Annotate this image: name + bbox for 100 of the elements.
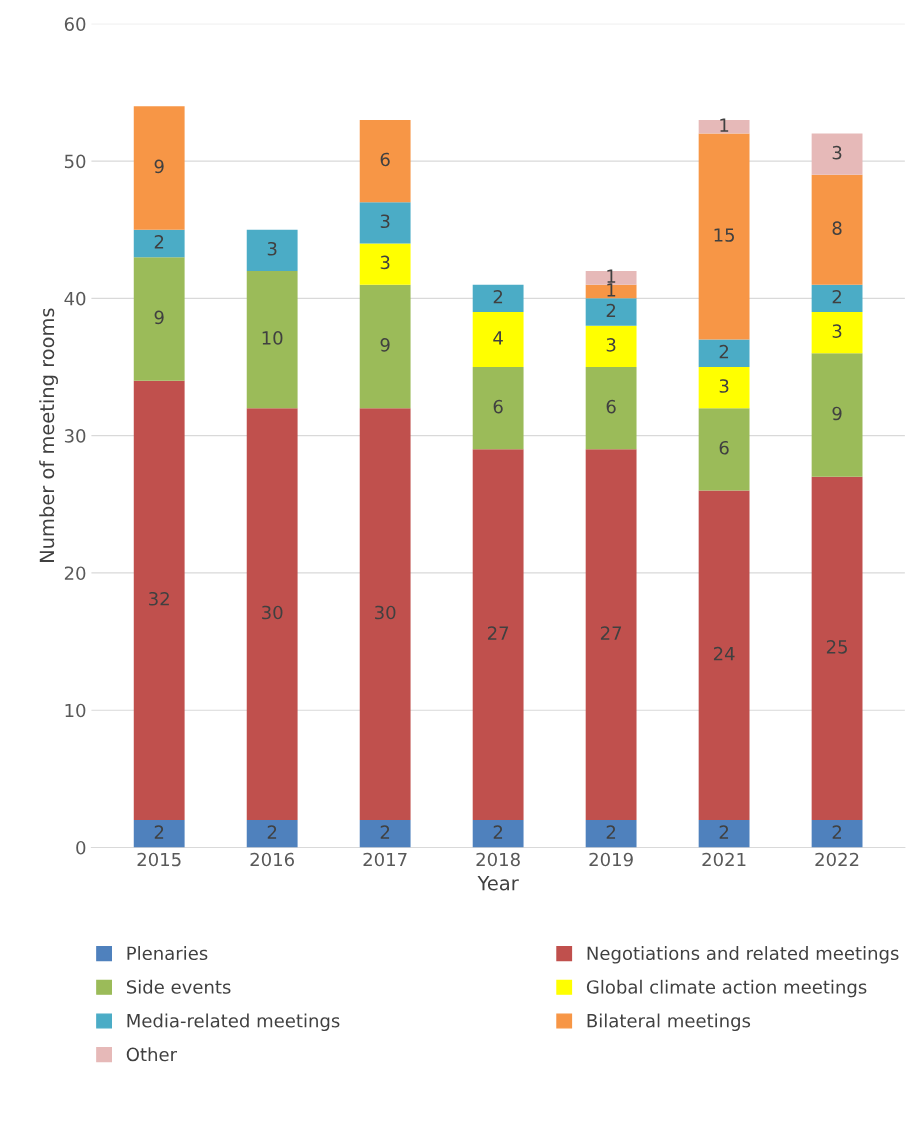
data-label: 24 xyxy=(713,646,735,661)
y-tick-label: 50 xyxy=(64,154,86,169)
bar xyxy=(585,449,637,821)
y-tick-label: 10 xyxy=(65,703,86,718)
bar xyxy=(585,325,637,367)
data-label: 3 xyxy=(719,379,729,393)
bar xyxy=(472,367,524,450)
bar xyxy=(811,820,863,848)
bar xyxy=(698,133,750,340)
x-tick-label: 2017 xyxy=(363,852,407,867)
data-label: 2 xyxy=(719,825,729,839)
bar xyxy=(359,243,411,285)
legend-label: Other xyxy=(126,1047,178,1062)
data-label: 8 xyxy=(832,221,842,235)
bar xyxy=(811,353,863,477)
data-label: 1 xyxy=(607,283,616,297)
data-label: 3 xyxy=(267,241,277,256)
data-label: 30 xyxy=(375,605,396,620)
bar xyxy=(359,119,411,203)
data-label: 2 xyxy=(380,825,390,839)
legend-label: Plenaries xyxy=(127,946,208,961)
data-label: 6 xyxy=(719,440,729,455)
bar xyxy=(698,490,750,821)
data-label: 9 xyxy=(380,337,390,352)
data-label: 2 xyxy=(154,825,164,839)
data-label: 25 xyxy=(826,640,847,654)
bar xyxy=(585,367,637,450)
data-label: 2 xyxy=(832,825,842,839)
bar xyxy=(811,174,863,285)
data-label: 10 xyxy=(262,331,283,345)
x-axis-title: Year xyxy=(477,875,519,891)
y-tick-label: 40 xyxy=(64,291,86,306)
bar xyxy=(585,820,637,848)
data-label: 2 xyxy=(154,235,164,249)
x-tick-label: 2019 xyxy=(589,852,633,867)
bar xyxy=(698,408,750,491)
legend-label: Global climate action meetings xyxy=(586,979,867,998)
legend-label: Side events xyxy=(126,979,231,994)
data-label: 30 xyxy=(262,605,283,620)
x-tick-label: 2018 xyxy=(476,852,520,867)
data-label: 32 xyxy=(149,591,169,606)
bar xyxy=(133,380,185,821)
legend-label: Media-related meetings xyxy=(127,1013,340,1032)
data-label: 3 xyxy=(380,214,390,229)
bar xyxy=(698,367,750,409)
data-label: 3 xyxy=(832,324,842,338)
bar xyxy=(133,106,185,230)
data-label: 27 xyxy=(487,626,509,640)
bar xyxy=(811,284,863,313)
bar xyxy=(698,339,750,367)
data-label: 2 xyxy=(493,825,503,839)
data-label: 9 xyxy=(154,310,164,325)
bar xyxy=(585,284,637,299)
bar xyxy=(133,820,185,848)
data-label: 2 xyxy=(719,344,729,359)
data-label: 27 xyxy=(600,626,622,640)
bar xyxy=(246,229,298,271)
data-label: 15 xyxy=(714,228,734,242)
x-tick-label: 2022 xyxy=(815,852,859,867)
bar xyxy=(246,820,298,848)
bar xyxy=(133,257,185,381)
data-label: 4 xyxy=(493,331,503,345)
data-label: 6 xyxy=(606,399,616,414)
bar xyxy=(246,408,298,821)
data-label: 3 xyxy=(380,255,390,270)
data-label: 1 xyxy=(607,269,616,283)
data-label: 3 xyxy=(832,145,842,160)
bar xyxy=(811,476,863,821)
bar xyxy=(472,820,524,848)
legend-label: Negotiations and related meetings xyxy=(587,946,899,964)
data-label: 3 xyxy=(606,337,616,352)
data-label: 2 xyxy=(606,825,616,839)
bar xyxy=(698,119,750,134)
y-tick-label: 30 xyxy=(64,429,86,443)
bar xyxy=(472,284,524,313)
bar xyxy=(585,298,637,326)
y-tick-label: 0 xyxy=(76,840,86,855)
y-tick-label: 20 xyxy=(64,566,86,581)
bar xyxy=(359,820,411,848)
bar xyxy=(811,133,863,175)
bar xyxy=(698,820,750,848)
data-label: 9 xyxy=(154,159,164,174)
y-axis-title: Number of meeting rooms xyxy=(39,308,59,562)
legend-label: Bilateral meetings xyxy=(587,1013,751,1032)
bar xyxy=(133,229,185,258)
data-label: 1 xyxy=(720,118,729,132)
data-label: 2 xyxy=(267,825,277,839)
data-label: 2 xyxy=(832,289,842,304)
bar xyxy=(811,312,863,354)
bar xyxy=(246,270,298,409)
bar xyxy=(472,312,524,367)
x-tick-label: 2016 xyxy=(250,852,295,867)
data-label: 2 xyxy=(606,303,616,318)
bar xyxy=(359,202,411,244)
data-label: 2 xyxy=(493,289,503,304)
data-label: 6 xyxy=(380,152,390,167)
bar xyxy=(359,408,411,821)
data-label: 6 xyxy=(493,399,503,414)
y-tick-label: 60 xyxy=(64,17,86,31)
bar xyxy=(472,449,524,821)
